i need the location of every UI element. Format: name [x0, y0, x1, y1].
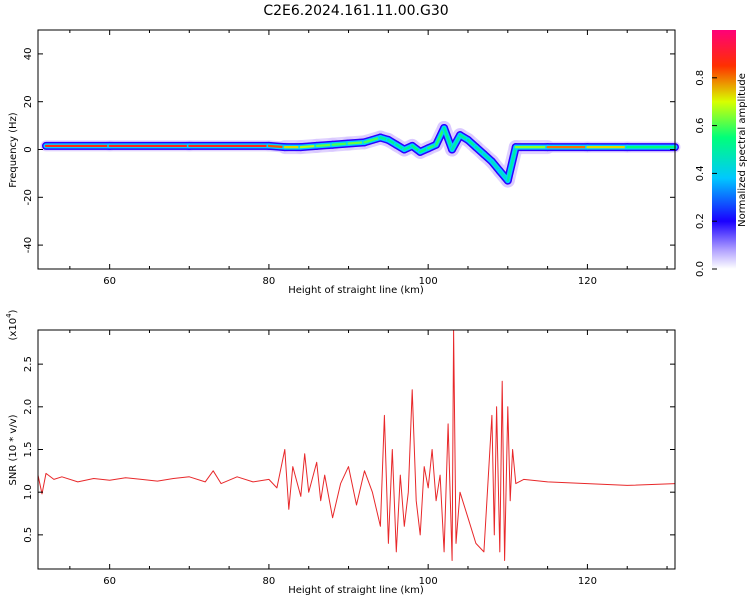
colorbar-label: Normalized spectral amplitude	[737, 73, 748, 227]
figure-title: C2E6.2024.161.11.00.G30	[263, 3, 448, 19]
y-tick-label: 1.5	[23, 442, 34, 458]
snr-series-line	[37, 329, 676, 561]
ridge-core	[450, 134, 462, 151]
colorbar-tick-label: 0.6	[695, 118, 706, 134]
snr-frame	[37, 329, 676, 570]
snr-panel: 60 80 100 120 0.5 1.0 1.5 2.0 2.5 Height of str…	[5, 309, 676, 596]
colorbar-tick-label: 0.0	[695, 261, 706, 277]
x-tick-label: 100	[419, 576, 438, 587]
snr-scale-note: (x104)	[5, 309, 19, 340]
ridge-core	[347, 141, 366, 145]
snr-x-axis: 60 80 100 120	[69, 330, 668, 587]
ridge-core	[315, 143, 334, 148]
spectrogram-x-label: Height of straight line (km)	[288, 285, 424, 296]
x-tick-label: 80	[263, 576, 276, 587]
snr-line	[37, 329, 676, 561]
snr-y-label: SNR (10 * v/v)	[8, 414, 19, 485]
y-tick-label: 20	[23, 95, 34, 108]
y-tick-label: 2.5	[23, 356, 34, 372]
colorbar-ticks: 0.0 0.2 0.4 0.6 0.8	[695, 70, 717, 277]
snr-x-label: Height of straight line (km)	[288, 585, 424, 596]
x-tick-label: 120	[578, 576, 597, 587]
y-tick-label: 40	[23, 48, 34, 61]
x-tick-label: 60	[103, 576, 116, 587]
x-tick-label: 120	[578, 276, 597, 287]
colorbar-tick-label: 0.4	[695, 165, 706, 181]
x-tick-label: 60	[103, 276, 116, 287]
ridge-core	[363, 136, 382, 144]
y-tick-label: 0	[23, 146, 34, 152]
colorbar: 0.0 0.2 0.4 0.6 0.8 Normalized spectral ampl…	[695, 30, 748, 277]
x-tick-label: 100	[419, 276, 438, 287]
y-tick-label: -20	[23, 189, 34, 205]
ridge-core	[299, 144, 318, 149]
spectrogram-y-label: Frequency (Hz)	[8, 112, 19, 188]
y-tick-label: 1.0	[23, 484, 34, 500]
ridge-core	[442, 126, 454, 151]
colorbar-tick-label: 0.2	[695, 213, 706, 229]
ridge-core	[506, 146, 517, 182]
spectrogram-ridge	[40, 120, 681, 188]
snr-y-axis: 0.5 1.0 1.5 2.0 2.5	[23, 356, 675, 543]
y-tick-label: 2.0	[23, 399, 34, 415]
ridge-core	[331, 142, 350, 146]
spectrogram-y-axis: -40 -20 0 20 40	[23, 48, 675, 253]
ridge-core	[267, 144, 286, 149]
spectrogram-x-axis: 60 80 100 120	[69, 30, 668, 287]
x-tick-label: 80	[263, 276, 276, 287]
spectrogram-panel: 60 80 100 120 -40 -20 0 20 40 Height of straigh…	[8, 29, 681, 296]
y-tick-label: -40	[23, 237, 34, 253]
y-tick-label: 0.5	[23, 527, 34, 543]
colorbar-tick-label: 0.8	[695, 70, 706, 86]
colorbar-gradient	[712, 30, 736, 269]
svg-text:(x104): (x104)	[5, 309, 19, 340]
